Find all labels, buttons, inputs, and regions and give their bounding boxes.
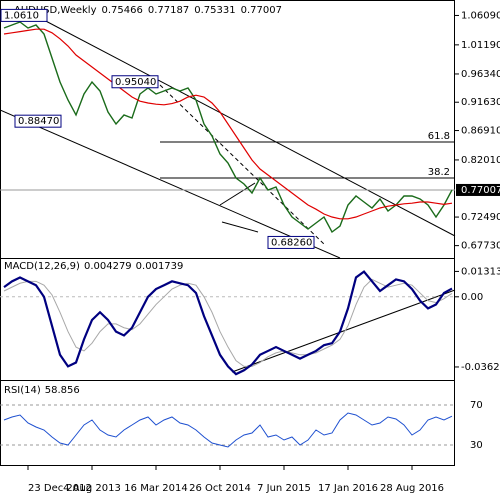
macd-title: MACD(12,26,9) 0.004279 0.001739	[4, 261, 183, 272]
rsi-text: RSI(14)	[4, 385, 41, 396]
current-price-label: 0.77007	[461, 185, 500, 196]
x-tick-label: 16 Mar 2014	[124, 483, 187, 494]
signal-line	[3, 278, 453, 367]
chart-title: AUDUSD,Weekly 0.75466 0.77187 0.75331 0.7700…	[14, 5, 282, 16]
macd-text: MACD(12,26,9)	[4, 261, 80, 272]
y-tick-label: 0.91630	[461, 97, 500, 108]
channel-upper	[39, 17, 456, 237]
fib-label: 38.2	[428, 167, 450, 178]
y-tick-label: 70	[470, 400, 483, 411]
rsi-panel	[0, 380, 455, 466]
y-tick-label: 30	[470, 440, 483, 451]
channel-mid	[159, 84, 326, 246]
level-label: 0.68260	[271, 237, 312, 248]
rsi-title: RSI(14) 58.856	[4, 385, 80, 396]
level-box	[267, 235, 315, 249]
macd-trendline	[231, 289, 456, 373]
y-tick-label: 0.013131	[461, 266, 500, 277]
channel-lower	[0, 109, 341, 259]
ohlc-value: 0.77007	[241, 5, 282, 16]
y-tick-label: 1.06090	[461, 10, 500, 21]
x-tick-label: 17 Jan 2016	[318, 483, 378, 494]
y-tick-label: 0.86910	[461, 126, 500, 137]
macd-text: 0.004279	[84, 261, 132, 272]
ohlc-value: 0.75466	[102, 5, 143, 16]
ohlc-value: 0.77187	[148, 5, 189, 16]
y-tick-label: -0.03629	[461, 362, 500, 373]
y-tick-label: 0.82010	[461, 155, 500, 166]
x-tick-label: 4 Aug 2013	[63, 483, 121, 494]
fib-label: 61.8	[428, 131, 450, 142]
y-tick-label: 0.67730	[461, 241, 500, 252]
wedge-lower	[221, 221, 259, 233]
macd-line	[3, 270, 453, 376]
level-box	[0, 8, 48, 22]
y-tick-label: 0.00	[461, 292, 483, 303]
macd-text: 0.001739	[136, 261, 184, 272]
current-price-box	[456, 183, 500, 196]
level-box	[111, 75, 159, 89]
x-tick-label: 23 Dec 2012	[28, 483, 92, 494]
price-line	[3, 21, 453, 234]
level-label: 0.88470	[18, 116, 59, 127]
rsi-line	[3, 412, 453, 448]
moving-average	[3, 28, 453, 220]
y-tick-label: 0.96340	[461, 69, 500, 80]
rsi-text: 58.856	[45, 385, 80, 396]
x-tick-label: 26 Oct 2014	[189, 483, 251, 494]
level-label: 1.0610	[4, 10, 39, 21]
y-tick-label: 0.72490	[461, 212, 500, 223]
y-tick-label: 1.01190	[461, 40, 500, 51]
level-label: 0.95040	[115, 77, 156, 88]
title: AUDUSD,Weekly	[14, 5, 97, 16]
x-tick-label: 7 Jun 2015	[257, 483, 311, 494]
ohlc-value: 0.75331	[194, 5, 235, 16]
level-box	[14, 114, 62, 128]
wedge-upper	[219, 182, 256, 206]
x-tick-label: 28 Aug 2016	[380, 483, 444, 494]
